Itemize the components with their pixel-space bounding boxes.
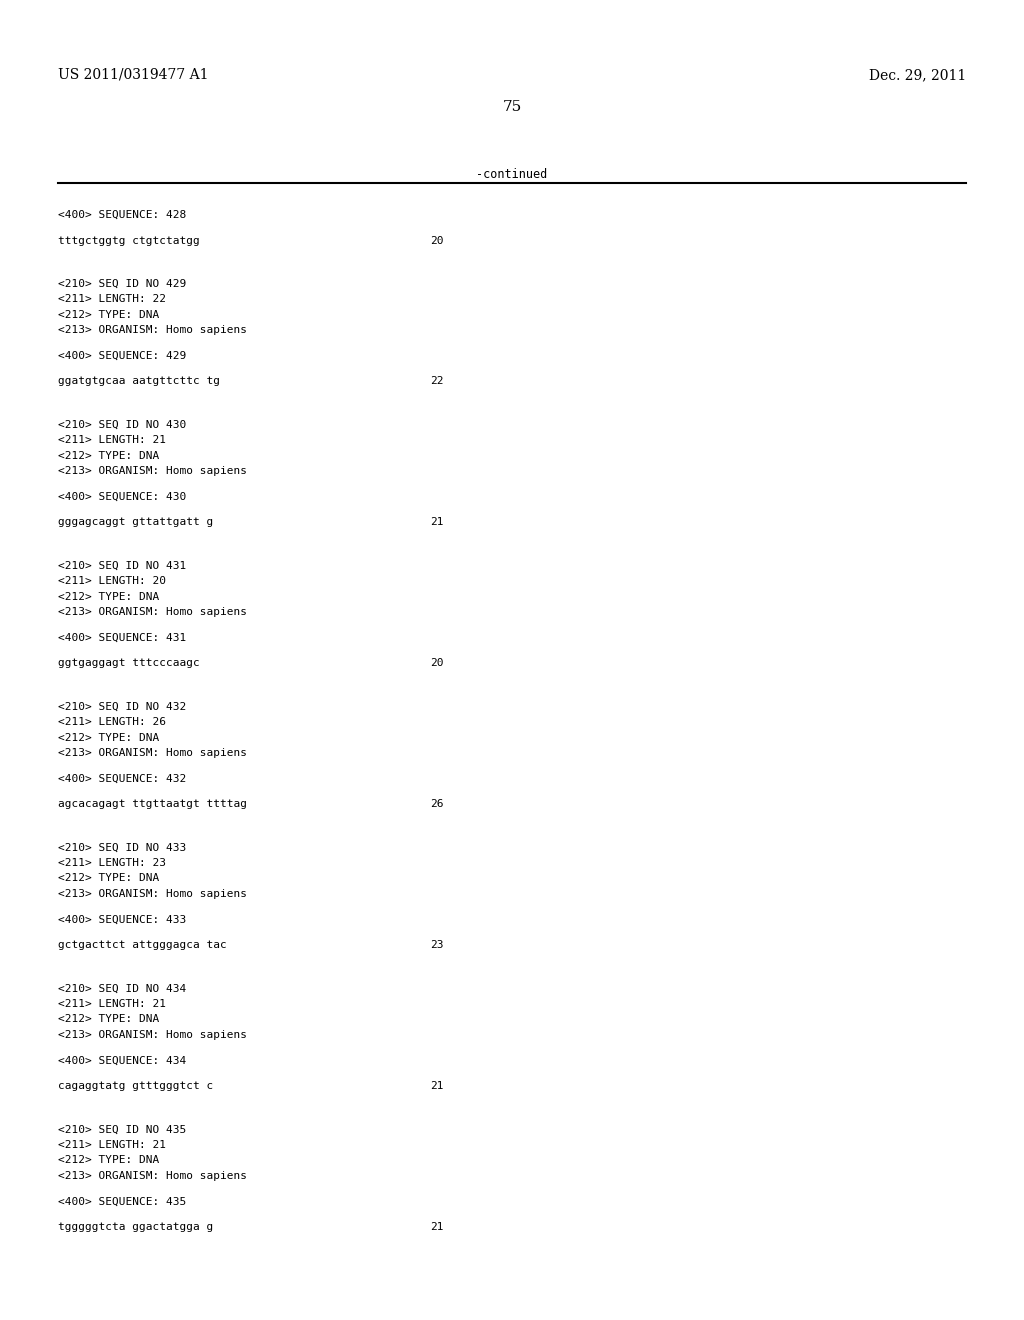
Text: <400> SEQUENCE: 434: <400> SEQUENCE: 434: [58, 1056, 186, 1065]
Text: 20: 20: [430, 235, 443, 246]
Text: <213> ORGANISM: Homo sapiens: <213> ORGANISM: Homo sapiens: [58, 466, 247, 477]
Text: <210> SEQ ID NO 429: <210> SEQ ID NO 429: [58, 279, 186, 289]
Text: <212> TYPE: DNA: <212> TYPE: DNA: [58, 310, 160, 319]
Text: <213> ORGANISM: Homo sapiens: <213> ORGANISM: Homo sapiens: [58, 607, 247, 618]
Text: <211> LENGTH: 21: <211> LENGTH: 21: [58, 1139, 166, 1150]
Text: <211> LENGTH: 21: <211> LENGTH: 21: [58, 436, 166, 445]
Text: <213> ORGANISM: Homo sapiens: <213> ORGANISM: Homo sapiens: [58, 1171, 247, 1181]
Text: <213> ORGANISM: Homo sapiens: <213> ORGANISM: Homo sapiens: [58, 888, 247, 899]
Text: <210> SEQ ID NO 433: <210> SEQ ID NO 433: [58, 842, 186, 853]
Text: ggtgaggagt tttcccaagc: ggtgaggagt tttcccaagc: [58, 659, 200, 668]
Text: <213> ORGANISM: Homo sapiens: <213> ORGANISM: Homo sapiens: [58, 748, 247, 758]
Text: <212> TYPE: DNA: <212> TYPE: DNA: [58, 1014, 160, 1024]
Text: gggagcaggt gttattgatt g: gggagcaggt gttattgatt g: [58, 517, 213, 527]
Text: <210> SEQ ID NO 430: <210> SEQ ID NO 430: [58, 420, 186, 430]
Text: 26: 26: [430, 799, 443, 809]
Text: tgggggtcta ggactatgga g: tgggggtcta ggactatgga g: [58, 1222, 213, 1232]
Text: 21: 21: [430, 1222, 443, 1232]
Text: <400> SEQUENCE: 430: <400> SEQUENCE: 430: [58, 492, 186, 502]
Text: 20: 20: [430, 659, 443, 668]
Text: <213> ORGANISM: Homo sapiens: <213> ORGANISM: Homo sapiens: [58, 326, 247, 335]
Text: Dec. 29, 2011: Dec. 29, 2011: [868, 69, 966, 82]
Text: <400> SEQUENCE: 428: <400> SEQUENCE: 428: [58, 210, 186, 220]
Text: <211> LENGTH: 22: <211> LENGTH: 22: [58, 294, 166, 305]
Text: <400> SEQUENCE: 431: <400> SEQUENCE: 431: [58, 632, 186, 643]
Text: <211> LENGTH: 20: <211> LENGTH: 20: [58, 577, 166, 586]
Text: <212> TYPE: DNA: <212> TYPE: DNA: [58, 874, 160, 883]
Text: 22: 22: [430, 376, 443, 387]
Text: <211> LENGTH: 23: <211> LENGTH: 23: [58, 858, 166, 869]
Text: <400> SEQUENCE: 432: <400> SEQUENCE: 432: [58, 774, 186, 784]
Text: tttgctggtg ctgtctatgg: tttgctggtg ctgtctatgg: [58, 235, 200, 246]
Text: <210> SEQ ID NO 432: <210> SEQ ID NO 432: [58, 702, 186, 711]
Text: <210> SEQ ID NO 431: <210> SEQ ID NO 431: [58, 561, 186, 570]
Text: -continued: -continued: [476, 168, 548, 181]
Text: <212> TYPE: DNA: <212> TYPE: DNA: [58, 733, 160, 743]
Text: agcacagagt ttgttaatgt ttttag: agcacagagt ttgttaatgt ttttag: [58, 799, 247, 809]
Text: <400> SEQUENCE: 435: <400> SEQUENCE: 435: [58, 1196, 186, 1206]
Text: ggatgtgcaa aatgttcttc tg: ggatgtgcaa aatgttcttc tg: [58, 376, 220, 387]
Text: <210> SEQ ID NO 434: <210> SEQ ID NO 434: [58, 983, 186, 994]
Text: 75: 75: [503, 100, 521, 114]
Text: cagaggtatg gtttgggtct c: cagaggtatg gtttgggtct c: [58, 1081, 213, 1090]
Text: <400> SEQUENCE: 429: <400> SEQUENCE: 429: [58, 351, 186, 360]
Text: gctgacttct attgggagca tac: gctgacttct attgggagca tac: [58, 940, 226, 950]
Text: 23: 23: [430, 940, 443, 950]
Text: <210> SEQ ID NO 435: <210> SEQ ID NO 435: [58, 1125, 186, 1134]
Text: <400> SEQUENCE: 433: <400> SEQUENCE: 433: [58, 915, 186, 924]
Text: 21: 21: [430, 1081, 443, 1090]
Text: <213> ORGANISM: Homo sapiens: <213> ORGANISM: Homo sapiens: [58, 1030, 247, 1040]
Text: <211> LENGTH: 26: <211> LENGTH: 26: [58, 717, 166, 727]
Text: 21: 21: [430, 517, 443, 527]
Text: <212> TYPE: DNA: <212> TYPE: DNA: [58, 591, 160, 602]
Text: <212> TYPE: DNA: <212> TYPE: DNA: [58, 1155, 160, 1166]
Text: US 2011/0319477 A1: US 2011/0319477 A1: [58, 69, 209, 82]
Text: <211> LENGTH: 21: <211> LENGTH: 21: [58, 999, 166, 1008]
Text: <212> TYPE: DNA: <212> TYPE: DNA: [58, 451, 160, 461]
